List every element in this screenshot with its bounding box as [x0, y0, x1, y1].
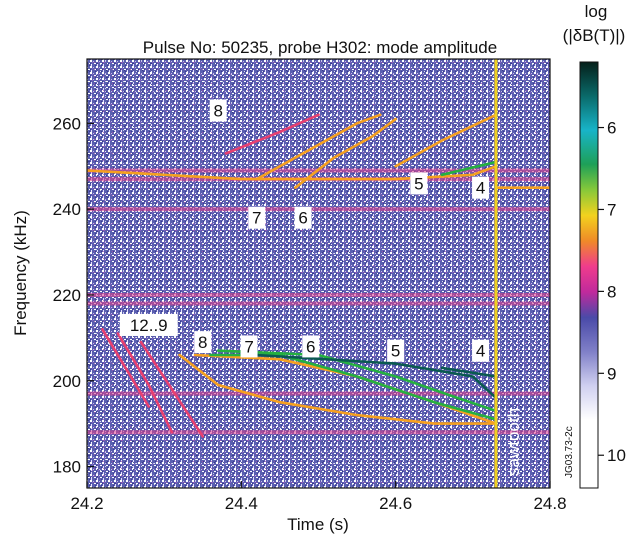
x-tick-label-1: 24.4 [225, 494, 258, 513]
mode-label-2: 6 [298, 209, 307, 228]
mode-trace-2 [101, 328, 150, 408]
mode-label-box-9 [387, 339, 405, 362]
x-axis: 24.2 24.4 24.6 24.8 [70, 481, 567, 513]
mode-trace-9 [87, 165, 498, 181]
chart-title: Pulse No: 50235, probe H302: mode amplit… [143, 38, 497, 57]
mode-label-box-0 [209, 99, 227, 122]
colorbar: log (|δB(T)|) 6 7 8 9 10 [563, 2, 626, 489]
colorbar-tick-label-1: 7 [607, 200, 616, 219]
mode-label-9: 5 [391, 342, 400, 361]
mode-label-box-2 [294, 206, 312, 229]
y-tick-label-0: 180 [53, 458, 81, 477]
sawtooth-label: sawtooth [504, 408, 523, 476]
background-band-5 [87, 391, 550, 396]
colorbar-tick-label-3: 9 [607, 364, 616, 383]
colorbar-tick-label-4: 10 [607, 446, 626, 465]
colorbar-tick-label-0: 6 [607, 119, 616, 138]
mode-trace-6 [216, 349, 498, 413]
y-tick-label-4: 260 [53, 114, 81, 133]
mode-label-7: 7 [244, 337, 253, 356]
mode-label-4: 4 [476, 179, 485, 198]
y-tick-label-1: 200 [53, 372, 81, 391]
mode-label-6: 8 [198, 333, 207, 352]
mode-label-box-7 [240, 335, 258, 358]
mode-trace-14 [440, 160, 498, 177]
mode-label-8: 6 [306, 337, 315, 356]
mode-label-3: 5 [414, 174, 423, 193]
x-tick-label-3: 24.8 [533, 494, 566, 513]
mode-labels: 8 7 6 5 4 12..9 8 7 6 5 4 [119, 99, 490, 362]
mode-trace-3 [178, 353, 498, 425]
colorbar-ticks: 6 7 8 9 10 [598, 119, 626, 465]
y-axis: 180 200 220 240 260 [53, 114, 94, 477]
mode-label-10: 4 [476, 342, 485, 361]
background-band-2 [87, 207, 550, 212]
mode-label-0: 8 [213, 101, 222, 120]
background-band-4 [87, 301, 550, 306]
mode-label-1: 7 [252, 209, 261, 228]
mode-label-box-10 [472, 339, 490, 362]
x-tick-label-0: 24.2 [70, 494, 103, 513]
mode-trace-11 [294, 117, 397, 189]
colorbar-title-line1: log [585, 2, 608, 21]
plot-frame [86, 58, 551, 489]
reference-code: JG03.73-2c [564, 426, 575, 478]
mode-trace-12 [224, 113, 320, 155]
mode-trace-7 [255, 353, 498, 400]
mode-trace-10 [255, 113, 382, 181]
mode-trace-13 [394, 113, 498, 168]
mode-label-box-3 [410, 172, 428, 195]
background-band-3 [87, 292, 550, 297]
y-axis-label: Frequency (kHz) [11, 210, 30, 336]
mode-trace-8 [440, 366, 498, 378]
mode-trace-1 [116, 332, 174, 434]
mode-trace-0 [139, 340, 205, 438]
mode-label-box-8 [302, 335, 320, 358]
y-tick-label-3: 240 [53, 200, 81, 219]
colorbar-title-line2: (|δB(T)|) [563, 26, 626, 45]
background-band-6 [87, 430, 550, 435]
spectrogram-area [87, 59, 550, 488]
y-tick-label-2: 220 [53, 286, 81, 305]
mode-label-box-5 [119, 313, 178, 336]
x-axis-label: Time (s) [287, 515, 349, 534]
colorbar-tick-label-2: 8 [607, 282, 616, 301]
x-tick-label-2: 24.6 [379, 494, 412, 513]
mode-label-box-6 [194, 331, 212, 354]
mode-label-box-1 [248, 206, 266, 229]
mode-label-5: 12..9 [130, 316, 168, 335]
colorbar-scale [579, 61, 599, 489]
mode-label-box-4 [472, 176, 490, 199]
